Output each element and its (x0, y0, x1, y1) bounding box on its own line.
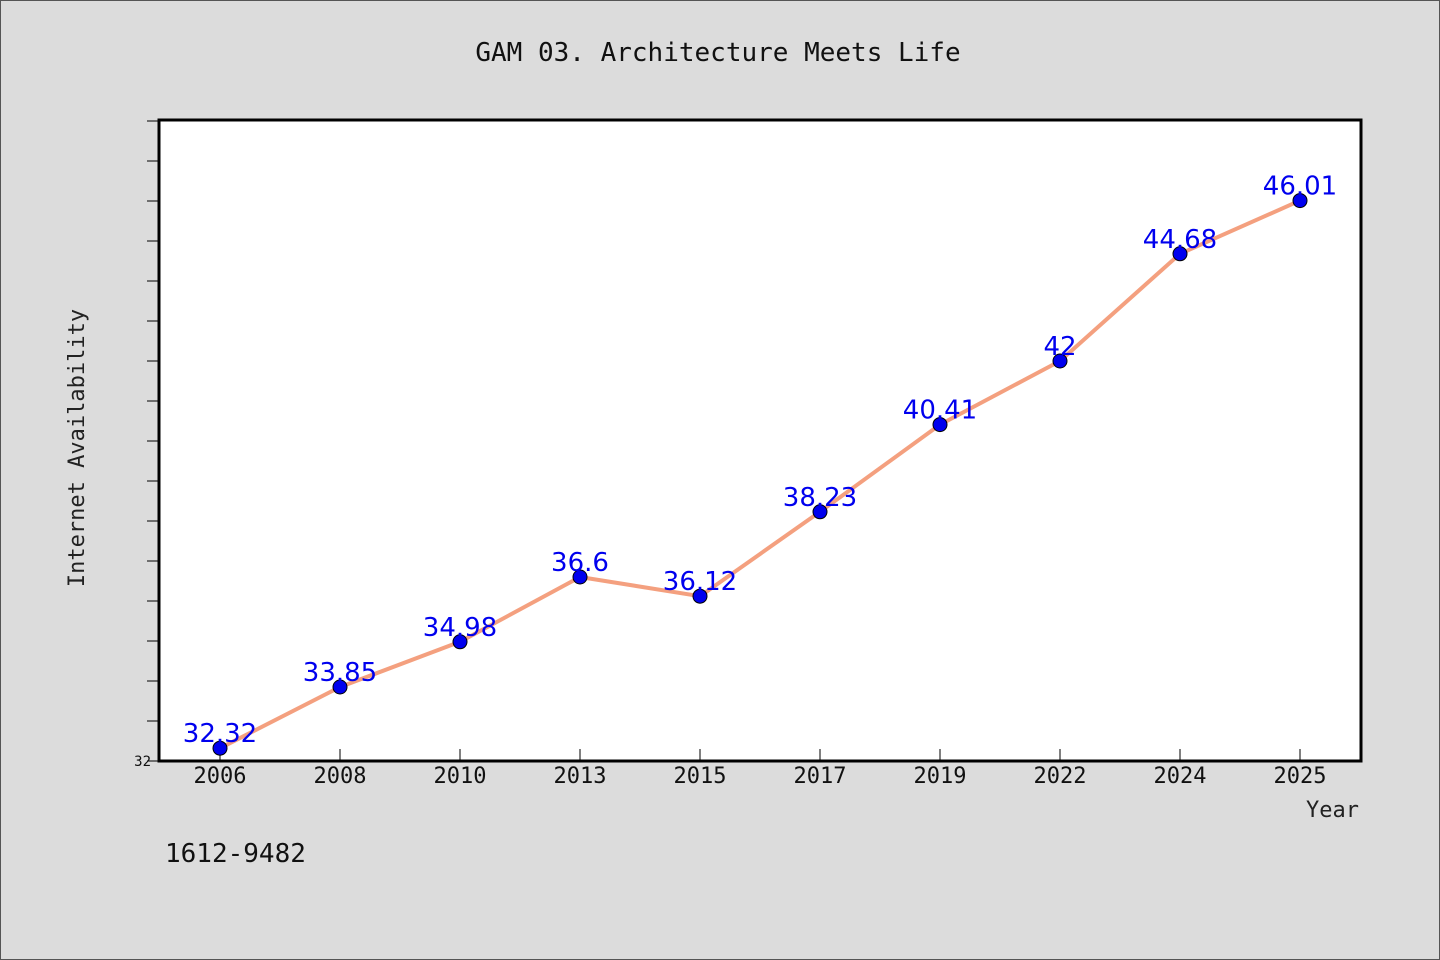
x-tick-label: 2019 (914, 764, 967, 789)
footnote-code: 1612-9482 (165, 839, 306, 869)
data-label: 44.68 (1143, 225, 1217, 255)
data-label: 38.23 (783, 483, 857, 513)
x-tick-label: 2006 (194, 764, 247, 789)
chart-title: GAM 03. Architecture Meets Life (475, 38, 960, 68)
data-label: 34.98 (423, 613, 497, 643)
series-group: 32.32 33.85 34.98 36.6 36.12 38.23 40.41 42 44.6… (183, 172, 1337, 756)
y-axis-label: Internet Availability (65, 309, 90, 587)
y-axis-ticks: 32 (134, 120, 159, 770)
data-point (452, 634, 468, 650)
data-point (332, 679, 348, 695)
data-label: 46.01 (1263, 172, 1337, 202)
data-label: 36.12 (663, 567, 737, 597)
data-point (932, 417, 948, 433)
data-point (1292, 193, 1308, 209)
data-point (812, 504, 828, 520)
data-label: 36.6 (551, 548, 609, 578)
x-tick-label: 2008 (314, 764, 367, 789)
x-tick-label: 2024 (1154, 764, 1207, 789)
data-point (212, 740, 228, 756)
data-point (1172, 246, 1188, 262)
y-tick-label: 32 (134, 754, 151, 770)
x-tick-label: 2013 (554, 764, 607, 789)
data-label: 42 (1043, 332, 1076, 362)
x-axis-label: Year (1306, 798, 1359, 823)
x-tick-label: 2015 (674, 764, 727, 789)
data-label: 40.41 (903, 396, 977, 426)
data-label: 33.85 (303, 658, 377, 688)
data-point (1052, 353, 1068, 369)
x-axis-ticks: 2006 2008 2010 2013 2015 2017 2019 2022 2024 2025 (194, 749, 1327, 789)
x-tick-label: 2017 (794, 764, 847, 789)
data-label: 32.32 (183, 719, 257, 749)
x-tick-label: 2025 (1274, 764, 1327, 789)
data-point (692, 588, 708, 604)
data-point (572, 569, 588, 585)
plot-area (157, 118, 1363, 763)
x-tick-label: 2022 (1034, 764, 1087, 789)
x-tick-label: 2010 (434, 764, 487, 789)
series-line (219, 198, 1301, 750)
